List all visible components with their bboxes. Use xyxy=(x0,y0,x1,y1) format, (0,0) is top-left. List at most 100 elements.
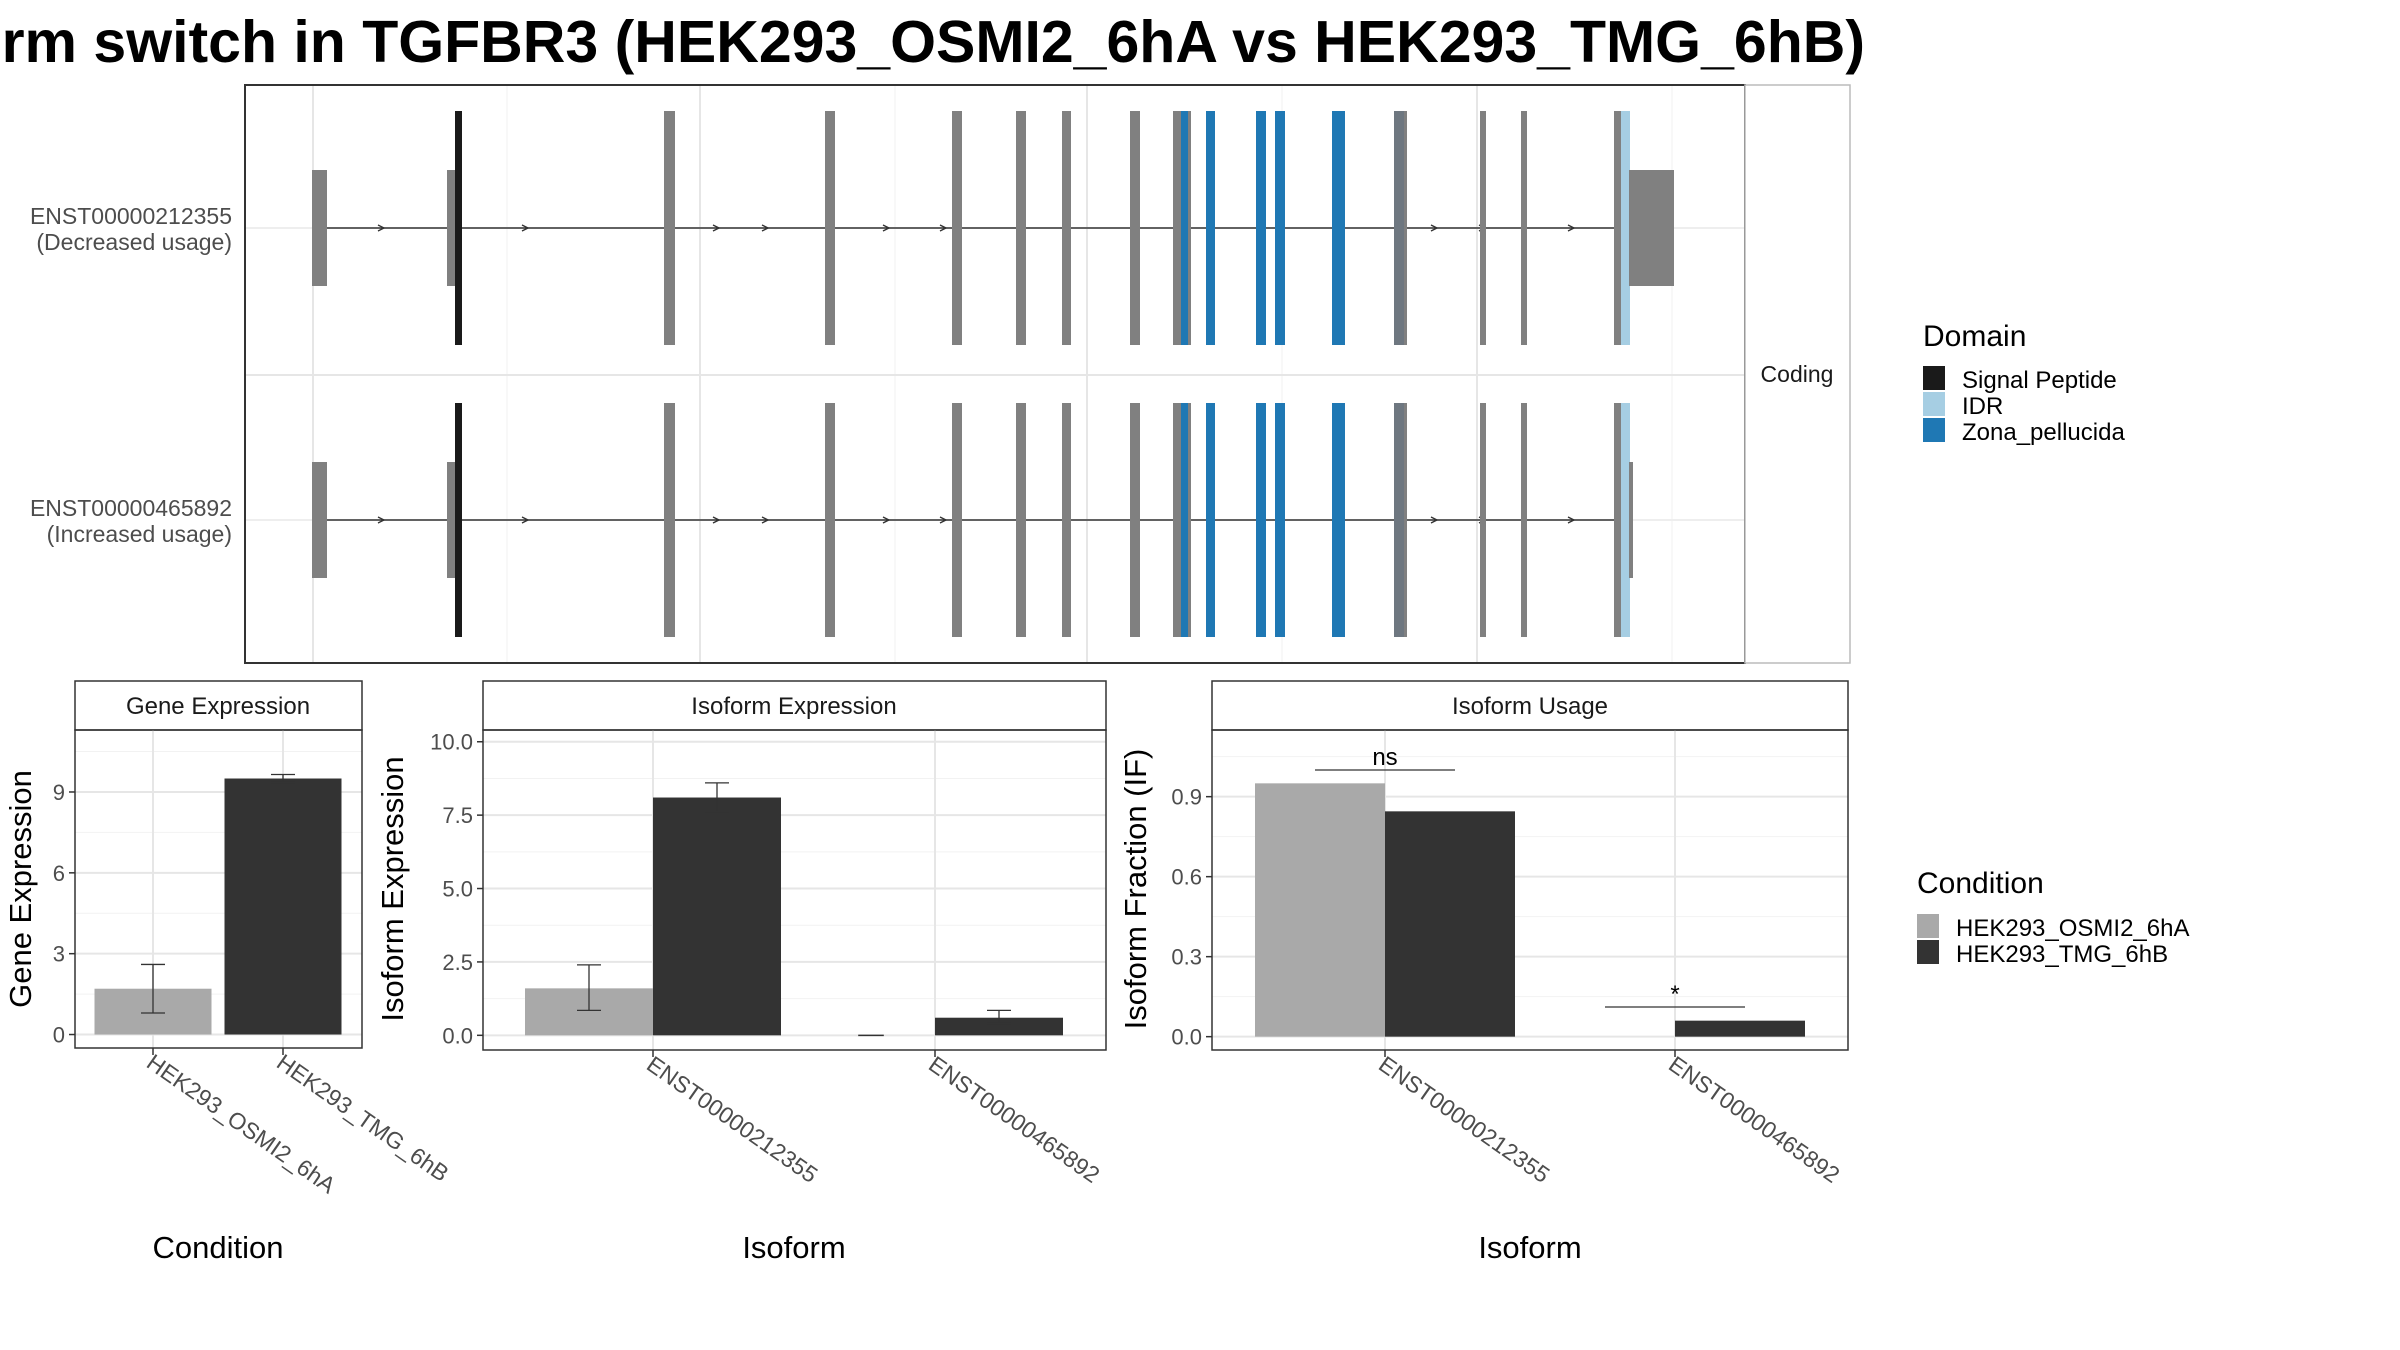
domain-legend-title: Domain xyxy=(1923,320,2026,353)
isoform-expression-ylabel: Isoform Expression xyxy=(375,756,410,1021)
condition-b-label: HEK293_TMG_6hB xyxy=(1956,941,2168,968)
condition-a-label: HEK293_OSMI2_6hA xyxy=(1956,915,2189,942)
coding-exon xyxy=(1016,111,1026,345)
strand-arrow xyxy=(882,224,891,232)
transcript-1-id: ENST00000212355 xyxy=(30,203,232,229)
x-tick-label: ENST00000212355 xyxy=(1374,1051,1554,1188)
strand-arrow xyxy=(761,516,770,524)
strand-arrow xyxy=(377,224,386,232)
facet-strip xyxy=(1744,84,1851,664)
y-tick-label: 6 xyxy=(53,861,65,886)
coding-exon xyxy=(1614,403,1623,637)
isoform-expression-chart: Isoform Expression 0.0 2.5 5.0 7.5 10.0 ENST0… xyxy=(375,680,1107,1265)
coding-exon xyxy=(1130,111,1140,345)
isoform-expression-frame xyxy=(482,729,1107,1051)
coding-exon xyxy=(825,111,835,345)
strand-arrow xyxy=(712,516,721,524)
strand-arrow xyxy=(1567,516,1576,524)
isoform-usage-strip xyxy=(1211,680,1849,731)
coding-exon xyxy=(1394,111,1404,345)
transcript-1-usage: (Decreased usage) xyxy=(36,229,232,255)
utr-exon xyxy=(312,170,327,286)
condition-b-swatch xyxy=(1917,940,1939,964)
y-tick-label: 3 xyxy=(53,942,65,967)
transcript-2-usage: (Increased usage) xyxy=(47,521,232,547)
zona-pellucida-exon xyxy=(1256,111,1266,345)
strand-arrow xyxy=(939,516,948,524)
coding-exon xyxy=(1394,403,1404,637)
y-tick-label: 0.9 xyxy=(1171,785,1202,810)
strand-arrow xyxy=(712,224,721,232)
signal-peptide-label: Signal Peptide xyxy=(1962,367,2117,394)
isoform-usage-ylabel: Isoform Fraction (IF) xyxy=(1118,749,1153,1030)
strand-arrow xyxy=(1567,224,1576,232)
coding-exon xyxy=(1521,111,1527,345)
bar-tmg xyxy=(1385,811,1515,1037)
gene-expression-xlabel: Condition xyxy=(153,1230,284,1265)
zona-pellucida-exon xyxy=(1206,111,1215,345)
coding-exon xyxy=(1130,403,1140,637)
structure-panel: Coding ENST00000212355 (Decreased usage)… xyxy=(30,84,1851,664)
isoform-usage-frame xyxy=(1211,729,1849,1051)
x-tick-label: ENST00000465892 xyxy=(1664,1051,1844,1188)
y-tick-label: 0.0 xyxy=(1171,1025,1202,1050)
coding-exon xyxy=(1062,403,1071,637)
condition-legend: Condition HEK293_OSMI2_6hA HEK293_TMG_6h… xyxy=(1917,867,2189,968)
isoform-usage-title: Isoform Usage xyxy=(1452,693,1608,720)
gene-expression-bars xyxy=(94,773,342,1035)
isoform-usage-xlabel: Isoform xyxy=(1478,1230,1581,1265)
zona-pellucida-exon xyxy=(1181,403,1188,637)
gene-expression-title: Gene Expression xyxy=(126,693,310,720)
bar-tmg xyxy=(224,778,342,1035)
y-tick-label: 0.6 xyxy=(1171,865,1202,890)
bar-osmi2 xyxy=(1255,783,1385,1037)
strand-arrow xyxy=(377,516,386,524)
idr-exon xyxy=(1621,111,1630,345)
signal-peptide-exon xyxy=(455,111,462,345)
isoform-expression-strip xyxy=(482,680,1107,731)
coding-exon xyxy=(1062,111,1071,345)
strand-arrow xyxy=(882,516,891,524)
coding-exon xyxy=(952,111,962,345)
idr-swatch xyxy=(1923,392,1945,416)
bar-tmg xyxy=(935,1017,1063,1036)
zona-pellucida-exon xyxy=(1275,111,1285,345)
idr-exon xyxy=(1621,403,1630,637)
zona-pellucida-exon xyxy=(1206,403,1215,637)
domain-legend: Domain Signal Peptide IDR Zona_pellucida xyxy=(1923,320,2125,446)
significance-label: * xyxy=(1670,981,1679,1008)
condition-legend-title: Condition xyxy=(1917,867,2044,900)
significance-label: ns xyxy=(1372,744,1397,771)
y-tick-label: 5.0 xyxy=(442,877,473,902)
strand-arrow xyxy=(1430,224,1439,232)
coding-exon xyxy=(825,403,835,637)
facet-label: Coding xyxy=(1761,361,1834,387)
y-tick-label: 0 xyxy=(53,1023,65,1048)
bar-tmg xyxy=(653,797,781,1036)
coding-exon xyxy=(1614,111,1623,345)
coding-exon xyxy=(1480,111,1486,345)
gene-expression-strip xyxy=(74,680,363,731)
isoform-expression-title: Isoform Expression xyxy=(691,693,896,720)
bar-tmg xyxy=(1675,1020,1805,1037)
transcript-track-2 xyxy=(312,403,1633,637)
transcript-tracks xyxy=(312,111,1674,637)
zona-pellucida-exon xyxy=(1256,403,1266,637)
strand-arrow xyxy=(1430,516,1439,524)
strand-arrow xyxy=(521,516,530,524)
strand-arrow xyxy=(939,224,948,232)
y-tick-label: 9 xyxy=(53,780,65,805)
transcript-track-1 xyxy=(312,111,1674,345)
strand-arrow xyxy=(761,224,770,232)
gene-expression-frame xyxy=(74,729,363,1049)
coding-exon xyxy=(1016,403,1026,637)
x-tick-label: ENST00000465892 xyxy=(924,1051,1104,1188)
strand-arrow xyxy=(521,224,530,232)
y-tick-label: 0.3 xyxy=(1171,945,1202,970)
condition-a-swatch xyxy=(1917,914,1939,938)
coding-exon xyxy=(664,403,675,637)
figure-title: Isoform switch in TGFBR3 (HEK293_OSMI2_6… xyxy=(0,9,1865,75)
zona-pellucida-exon xyxy=(1275,403,1285,637)
coding-exon xyxy=(952,403,962,637)
